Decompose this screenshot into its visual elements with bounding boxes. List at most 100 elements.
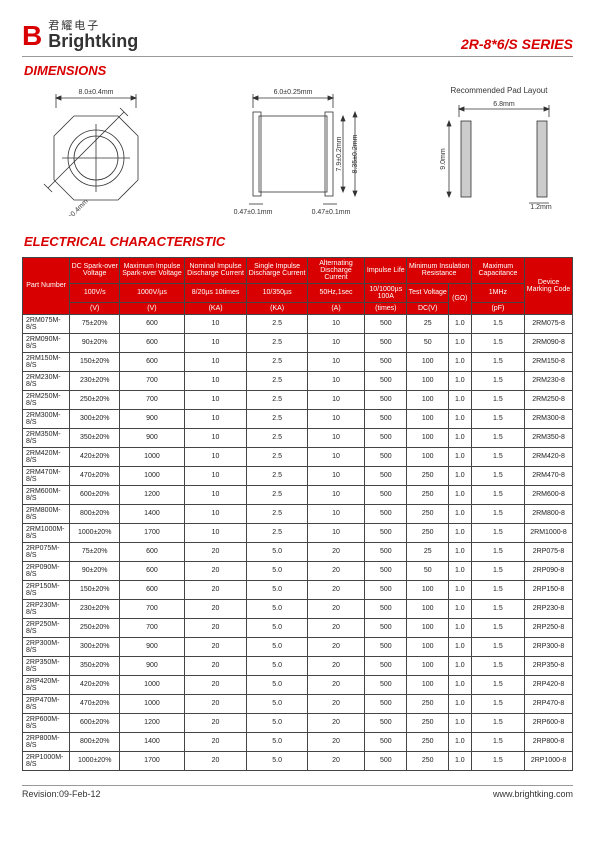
table-cell: 20 — [307, 751, 364, 770]
table-cell: 2RP350M-8/S — [23, 656, 70, 675]
table-cell: 5.0 — [247, 732, 307, 751]
table-cell: 100 — [407, 656, 448, 675]
table-cell: 1.5 — [471, 485, 524, 504]
table-cell: 600±20% — [70, 485, 120, 504]
table-cell: 2RM800M-8/S — [23, 504, 70, 523]
table-cell: 2.5 — [247, 390, 307, 409]
table-cell: 1700 — [120, 751, 185, 770]
table-cell: 1.5 — [471, 447, 524, 466]
table-cell: 2RP075M-8/S — [23, 542, 70, 561]
table-cell: 10 — [307, 371, 364, 390]
table-cell: 10 — [307, 485, 364, 504]
table-cell: 100 — [407, 447, 448, 466]
table-cell: 420±20% — [70, 447, 120, 466]
table-cell: 20 — [307, 618, 364, 637]
table-cell: 10 — [184, 333, 247, 352]
revision-label: Revision:09-Feb-12 — [22, 789, 101, 799]
table-cell: 2RM300-8 — [525, 409, 573, 428]
table-cell: 250 — [407, 523, 448, 542]
table-cell: 500 — [365, 751, 407, 770]
table-row: 2RM470M-8/S470±20%1000102.5105002501.01.… — [23, 466, 573, 485]
table-cell: 10 — [307, 390, 364, 409]
table-cell: 500 — [365, 504, 407, 523]
th-life-u: (times) — [365, 302, 407, 314]
logo-en: Brightking — [48, 32, 138, 52]
th-ins: Minimum Insulation Resistance — [407, 257, 471, 283]
table-cell: 500 — [365, 694, 407, 713]
table-cell: 1.0 — [448, 542, 471, 561]
table-cell: 1.0 — [448, 561, 471, 580]
table-cell: 2RP090M-8/S — [23, 561, 70, 580]
table-cell: 1000±20% — [70, 751, 120, 770]
table-cell: 700 — [120, 599, 185, 618]
table-cell: 10 — [184, 447, 247, 466]
table-cell: 1.0 — [448, 523, 471, 542]
dim-pad-h: 9.0mm — [440, 148, 447, 170]
table-cell: 100 — [407, 390, 448, 409]
table-cell: 5.0 — [247, 618, 307, 637]
table-cell: 100 — [407, 409, 448, 428]
diagram-front-icon: 8.0±0.4mm 9.0±0.4mm — [26, 86, 166, 216]
table-cell: 10 — [184, 371, 247, 390]
table-cell: 420±20% — [70, 675, 120, 694]
table-cell: 1.0 — [448, 352, 471, 371]
th-cap-sub: 1MHz — [471, 283, 524, 302]
table-cell: 10 — [184, 390, 247, 409]
th-cap: Maximum Capacitance — [471, 257, 524, 283]
table-cell: 5.0 — [247, 637, 307, 656]
table-cell: 90±20% — [70, 561, 120, 580]
table-cell: 10 — [307, 314, 364, 333]
table-cell: 20 — [184, 542, 247, 561]
table-cell: 1.5 — [471, 409, 524, 428]
table-cell: 500 — [365, 523, 407, 542]
table-cell: 900 — [120, 637, 185, 656]
table-cell: 2RM600M-8/S — [23, 485, 70, 504]
table-cell: 1.0 — [448, 409, 471, 428]
dim-pad-g: 1.2mm — [530, 204, 552, 209]
table-row: 2RM1000M-8/S1000±20%1700102.5105002501.0… — [23, 523, 573, 542]
table-cell: 2.5 — [247, 314, 307, 333]
table-cell: 2RP150-8 — [525, 580, 573, 599]
table-cell: 2RP090-8 — [525, 561, 573, 580]
table-cell: 500 — [365, 656, 407, 675]
table-cell: 1.5 — [471, 504, 524, 523]
table-cell: 25 — [407, 314, 448, 333]
dim-pad-w: 6.8mm — [493, 101, 515, 108]
table-cell: 2RP420M-8/S — [23, 675, 70, 694]
table-cell: 10 — [307, 466, 364, 485]
table-cell: 1.5 — [471, 333, 524, 352]
table-cell: 1.0 — [448, 751, 471, 770]
table-cell: 100 — [407, 580, 448, 599]
table-cell: 230±20% — [70, 371, 120, 390]
th-pn: Part Number — [23, 257, 70, 314]
table-cell: 1.5 — [471, 352, 524, 371]
table-cell: 1.5 — [471, 542, 524, 561]
table-cell: 10 — [307, 333, 364, 352]
table-cell: 2RP600M-8/S — [23, 713, 70, 732]
table-cell: 500 — [365, 637, 407, 656]
table-cell: 2.5 — [247, 485, 307, 504]
table-cell: 5.0 — [247, 694, 307, 713]
table-cell: 1200 — [120, 485, 185, 504]
table-cell: 700 — [120, 371, 185, 390]
table-cell: 2RM230-8 — [525, 371, 573, 390]
th-alt-sub: 50Hz,1sec — [307, 283, 364, 302]
table-cell: 2RM075M-8/S — [23, 314, 70, 333]
table-row: 2RM150M-8/S150±20%600102.5105001001.01.5… — [23, 352, 573, 371]
table-cell: 1.5 — [471, 694, 524, 713]
table-cell: 2RM075-8 — [525, 314, 573, 333]
table-cell: 2RP1000-8 — [525, 751, 573, 770]
table-cell: 350±20% — [70, 656, 120, 675]
table-cell: 1400 — [120, 504, 185, 523]
table-row: 2RP420M-8/S420±20%1000205.0205001001.01.… — [23, 675, 573, 694]
table-cell: 500 — [365, 333, 407, 352]
table-cell: 20 — [307, 637, 364, 656]
th-sin-u: (KA) — [247, 302, 307, 314]
table-cell: 2.5 — [247, 371, 307, 390]
table-cell: 1.5 — [471, 713, 524, 732]
table-cell: 1.0 — [448, 466, 471, 485]
table-cell: 10 — [184, 352, 247, 371]
table-cell: 2RP075-8 — [525, 542, 573, 561]
table-cell: 5.0 — [247, 675, 307, 694]
table-cell: 2RP470M-8/S — [23, 694, 70, 713]
